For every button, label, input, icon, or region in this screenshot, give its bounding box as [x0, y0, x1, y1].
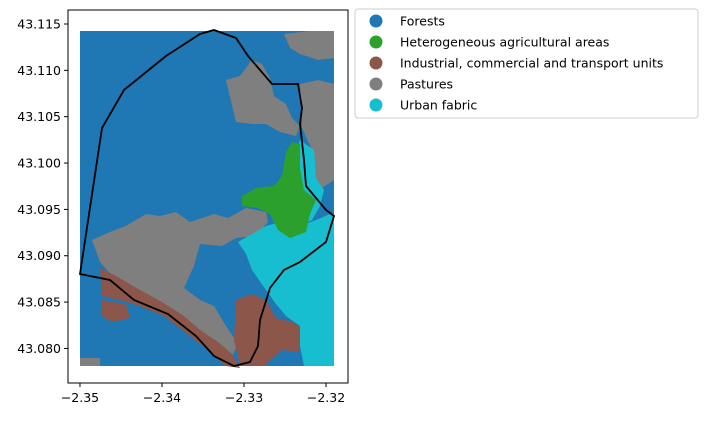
- x-tick-label: −2.34: [143, 390, 181, 405]
- axes: −2.35 −2.34 −2.33 −2.32 43.080 43.085 43.090 43…: [17, 16, 345, 405]
- pastures-area: [92, 208, 268, 356]
- legend-marker: [369, 35, 383, 49]
- axes-frame: [67, 9, 349, 384]
- legend-marker: [369, 77, 383, 91]
- legend-label: Forests: [400, 14, 445, 29]
- x-tick-label: −2.33: [225, 390, 263, 405]
- industrial-area: [234, 294, 300, 366]
- pastures-area: [226, 60, 300, 136]
- pastures-area: [300, 80, 334, 188]
- legend-marker: [369, 98, 383, 112]
- legend-label: Urban fabric: [400, 98, 477, 113]
- y-tick-label: 43.100: [17, 156, 61, 171]
- legend-marker: [369, 56, 383, 70]
- legend-label: Industrial, commercial and transport uni…: [400, 56, 663, 71]
- legend: Forests Heterogeneous agricultural areas I…: [369, 14, 663, 113]
- boundary: [78, 29, 336, 367]
- y-tick-label: 43.095: [17, 202, 61, 217]
- agricultural-area: [242, 142, 316, 238]
- industrial-area: [100, 268, 240, 368]
- legend-label: Heterogeneous agricultural areas: [400, 35, 609, 50]
- y-tick-label: 43.105: [17, 109, 61, 124]
- y-tick-label: 43.090: [17, 248, 61, 263]
- y-tick-label: 43.110: [17, 63, 61, 78]
- pastures-area: [80, 358, 100, 366]
- y-tick-label: 43.080: [17, 341, 61, 356]
- legend-box: [354, 8, 699, 119]
- x-tick-label: −2.35: [61, 390, 99, 405]
- legend-marker: [369, 14, 383, 28]
- x-tick-label: −2.32: [307, 390, 345, 405]
- y-tick-label: 43.115: [17, 16, 61, 31]
- industrial-area: [102, 300, 130, 322]
- legend-label: Pastures: [400, 77, 453, 92]
- urban-area: [238, 214, 334, 366]
- map-layers: [78, 29, 336, 368]
- y-tick-label: 43.085: [17, 295, 61, 310]
- pastures-area: [284, 31, 334, 60]
